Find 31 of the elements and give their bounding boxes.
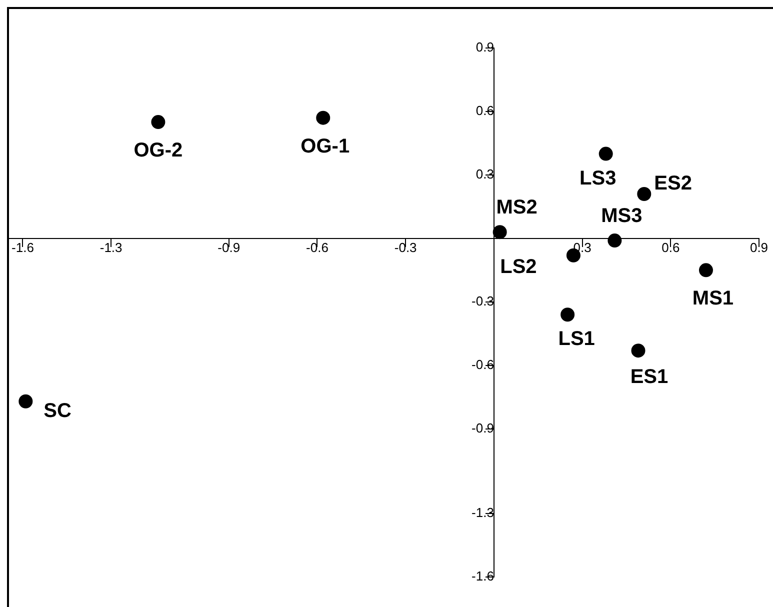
point bbox=[637, 187, 652, 202]
annotation: MS2 bbox=[496, 196, 538, 219]
annotation: LS2 bbox=[500, 256, 537, 278]
annotation: LS1 bbox=[558, 328, 595, 350]
x-tick-label: -0.3 bbox=[394, 240, 417, 255]
annotation: ES1 bbox=[630, 366, 668, 388]
point bbox=[608, 234, 622, 248]
point bbox=[631, 344, 646, 358]
point bbox=[151, 115, 166, 130]
x-tick-label: -1.3 bbox=[100, 240, 122, 255]
point bbox=[598, 146, 613, 161]
x-tick-label: -0.9 bbox=[218, 240, 240, 255]
annotation: LS3 bbox=[580, 167, 616, 190]
point bbox=[560, 308, 575, 322]
point bbox=[316, 110, 330, 125]
annotation: ES2 bbox=[654, 172, 692, 195]
y-tick-label: -0.3 bbox=[472, 294, 494, 308]
annotation: MS3 bbox=[601, 205, 642, 228]
annotation: OG-2 bbox=[134, 140, 183, 162]
y-tick-label: -1.3 bbox=[472, 505, 494, 520]
point bbox=[492, 225, 507, 240]
x-tick-label: -1.6 bbox=[12, 240, 34, 255]
point bbox=[698, 263, 713, 278]
y-tick-label: 0.3 bbox=[476, 166, 494, 182]
annotation: SC bbox=[44, 400, 72, 422]
x-tick-label: -0.6 bbox=[306, 240, 328, 255]
annotation: MS1 bbox=[692, 288, 734, 310]
annotation: OG-1 bbox=[300, 135, 350, 158]
point bbox=[18, 394, 33, 408]
x-tick-label: 0.6 bbox=[662, 240, 680, 255]
x-tick-label: 0.9 bbox=[750, 240, 768, 255]
